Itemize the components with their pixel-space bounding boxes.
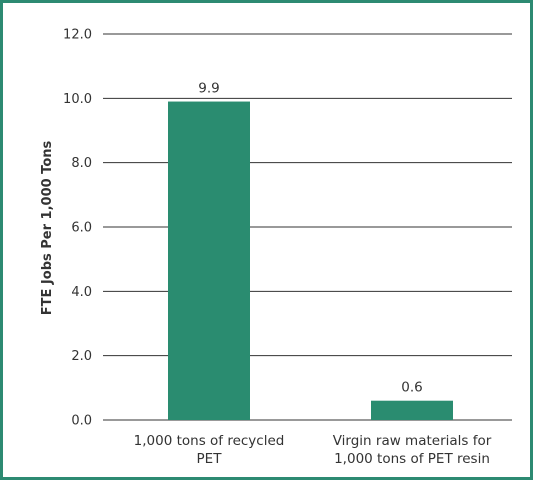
data-labels: 9.9 0.6 [198,81,422,396]
bars [168,101,453,421]
y-tick-label: 12.0 [63,28,92,43]
y-tick-label: 8.0 [71,156,92,171]
y-tick-label: 0.0 [71,414,92,429]
y-tick-label: 10.0 [63,92,92,107]
category-label: 1,000 tons of recycled [134,433,285,449]
bar [168,101,250,421]
data-label: 0.6 [401,380,422,396]
y-tick-label: 2.0 [71,349,92,364]
gridlines [103,33,512,421]
y-tick-label: 6.0 [71,221,92,236]
y-axis-label: FTE Jobs Per 1,000 Tons [40,140,55,315]
category-label: Virgin raw materials for [333,433,492,449]
y-tick-labels: 0.0 2.0 4.0 6.0 8.0 10.0 12.0 [63,28,92,429]
y-tick-label: 4.0 [71,285,92,300]
category-labels: 1,000 tons of recycled PET Virgin raw mate… [134,433,492,467]
data-label: 9.9 [198,81,219,97]
category-label: PET [197,451,223,467]
bar [371,400,453,420]
category-label: 1,000 tons of PET resin [334,451,490,467]
